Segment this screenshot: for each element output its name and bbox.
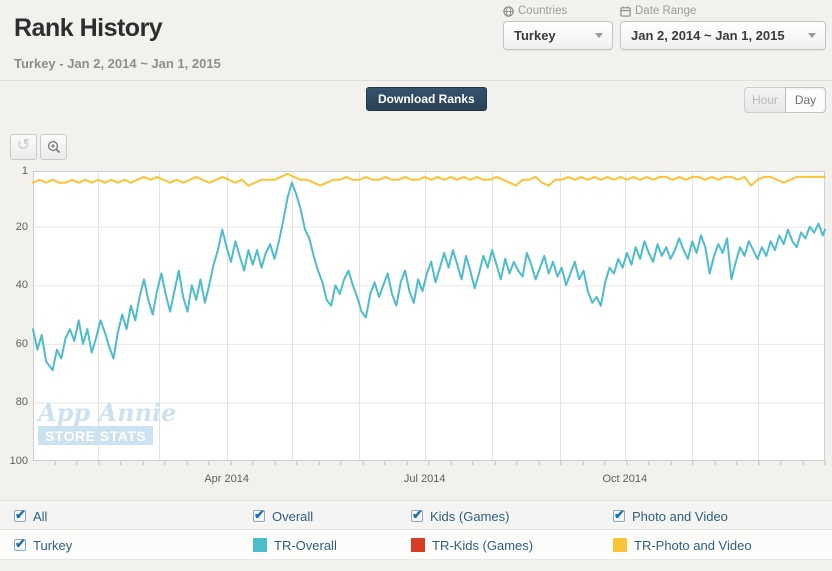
y-axis-tick-label: 100 [9, 455, 28, 467]
zoom-in-button[interactable] [40, 134, 67, 160]
page-title: Rank History [14, 14, 163, 42]
zoom-in-icon [47, 140, 60, 154]
countries-control: Countries Turkey [503, 5, 613, 50]
chart-tools: ↺ [10, 134, 67, 160]
date-range-value: Jan 2, 2014 ~ Jan 1, 2015 [631, 28, 785, 43]
legend-filter-kids-games: Kids (Games) [411, 501, 509, 531]
chart-region: ↺ App Annie STORE STATS 1 20 40 60 80 100 Apr … [0, 129, 832, 499]
series-line-tr-overall [32, 181, 826, 372]
checkbox-turkey[interactable] [14, 536, 26, 552]
legend-filter-row: All Overall Kids (Games) Photo and Video [0, 500, 832, 530]
legend-series-row: Turkey TR-Overall TR-Kids (Games) TR-Pho… [0, 530, 832, 560]
chevron-down-icon [595, 33, 603, 38]
x-axis-tick-label: Apr 2014 [204, 473, 249, 485]
page-header: Rank History Turkey - Jan 2, 2014 ~ Jan … [0, 0, 832, 81]
countries-label: Countries [503, 5, 613, 17]
legend-series-tr-photo-and-video: TR-Photo and Video [613, 530, 752, 560]
reset-zoom-button[interactable]: ↺ [10, 134, 37, 160]
y-axis-tick-label: 1 [21, 165, 28, 177]
page-subtitle: Turkey - Jan 2, 2014 ~ Jan 1, 2015 [14, 56, 221, 71]
y-axis-tick-label: 40 [15, 279, 28, 292]
granularity-toggle: Hour Day [744, 87, 826, 113]
legend-filter-label: Photo and Video [632, 508, 728, 524]
day-button[interactable]: Day [785, 87, 826, 113]
y-axis-tick-label: 20 [15, 220, 28, 233]
series-swatch-photo-and-video [613, 538, 627, 552]
checkbox-photo-and-video[interactable] [613, 507, 625, 523]
calendar-icon [620, 5, 631, 17]
chart-legend: All Overall Kids (Games) Photo and Video… [0, 500, 832, 560]
x-axis-tick-label: Jul 2014 [403, 473, 446, 485]
series-swatch-overall [253, 538, 267, 552]
chevron-down-icon [808, 33, 816, 38]
series-line-tr-photo-and-video [32, 172, 826, 187]
checkbox-overall[interactable] [253, 507, 265, 523]
undo-icon: ↺ [16, 137, 31, 154]
legend-series-label: TR-Photo and Video [634, 537, 752, 553]
legend-series-label: TR-Kids (Games) [432, 537, 534, 553]
x-axis-tick-label: Oct 2014 [602, 473, 648, 485]
legend-filter-all: All [14, 501, 47, 531]
hour-button[interactable]: Hour [744, 87, 785, 113]
date-range-select[interactable]: Jan 2, 2014 ~ Jan 1, 2015 [620, 21, 826, 50]
y-axis-tick-label: 80 [15, 396, 28, 409]
legend-series-tr-kids-games: TR-Kids (Games) [411, 530, 533, 560]
legend-country-turkey: Turkey [14, 530, 72, 560]
series-swatch-kids-games [411, 538, 425, 552]
globe-icon [503, 5, 514, 17]
legend-filter-photo-and-video: Photo and Video [613, 501, 728, 531]
countries-select[interactable]: Turkey [503, 21, 613, 50]
legend-series-tr-overall: TR-Overall [253, 530, 337, 560]
checkbox-kids-games[interactable] [411, 507, 423, 523]
date-range-label: Date Range [620, 5, 826, 17]
date-range-control: Date Range Jan 2, 2014 ~ Jan 1, 2015 [620, 5, 826, 50]
chart-plot-svg [32, 171, 826, 465]
rank-history-chart[interactable]: App Annie STORE STATS [32, 171, 826, 465]
download-ranks-button[interactable]: Download Ranks [366, 87, 487, 111]
legend-filter-label: Overall [272, 508, 314, 524]
legend-filter-overall: Overall [253, 501, 313, 531]
toolbar-row: Download Ranks Hour Day [0, 81, 832, 129]
y-axis-tick-label: 60 [15, 337, 28, 350]
checkbox-all[interactable] [14, 507, 26, 523]
legend-series-label: Turkey [33, 537, 73, 553]
countries-value: Turkey [514, 28, 556, 43]
legend-series-label: TR-Overall [274, 537, 337, 553]
legend-filter-label: Kids (Games) [430, 508, 510, 524]
legend-filter-label: All [33, 508, 48, 524]
